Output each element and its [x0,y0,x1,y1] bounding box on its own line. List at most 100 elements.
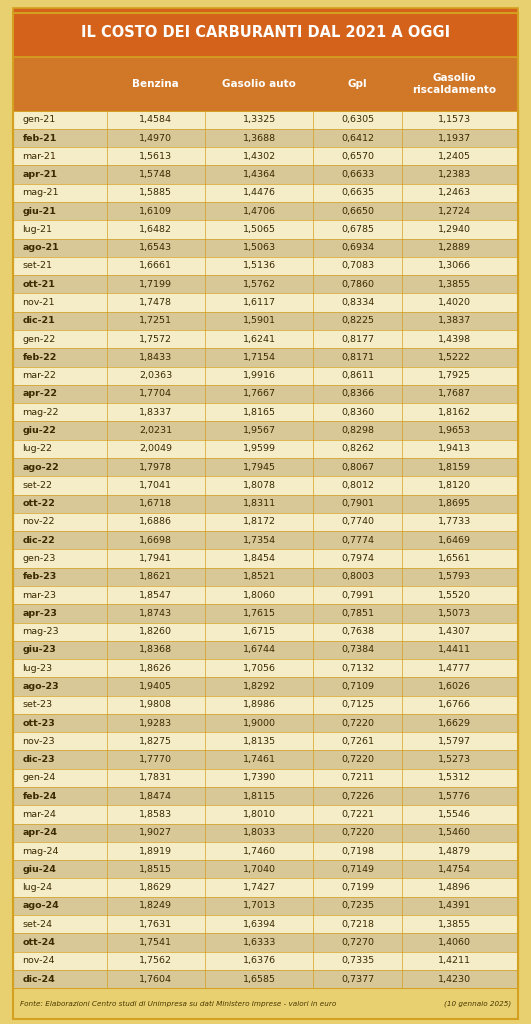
Text: dic-21: dic-21 [22,316,55,326]
Text: 1,8311: 1,8311 [243,499,276,508]
Text: 1,8162: 1,8162 [438,408,471,417]
Text: apr-23: apr-23 [22,609,57,617]
Text: 1,5520: 1,5520 [438,591,471,600]
Text: 1,9599: 1,9599 [243,444,276,454]
Bar [13,330,518,348]
Text: apr-21: apr-21 [22,170,57,179]
Text: 0,7377: 0,7377 [341,975,374,983]
Text: 0,8067: 0,8067 [341,463,374,472]
Text: 0,8334: 0,8334 [341,298,374,307]
Bar [13,823,518,842]
Text: 2,0049: 2,0049 [139,444,172,454]
Text: 1,4391: 1,4391 [438,901,471,910]
Text: 0,6633: 0,6633 [341,170,374,179]
Text: 1,3066: 1,3066 [438,261,471,270]
Text: 0,7149: 0,7149 [341,865,374,873]
Bar [13,202,518,220]
Text: 1,2383: 1,2383 [438,170,472,179]
Text: 0,7199: 0,7199 [341,883,374,892]
Text: 0,8366: 0,8366 [341,389,374,398]
Text: 0,7109: 0,7109 [341,682,374,691]
Text: 0,7221: 0,7221 [341,810,374,819]
Bar [13,659,518,677]
Bar [13,897,518,915]
Text: giu-24: giu-24 [22,865,56,873]
Text: 0,7132: 0,7132 [341,664,374,673]
Bar [13,275,518,294]
Text: 1,9283: 1,9283 [139,719,173,728]
Text: 1,7704: 1,7704 [139,389,172,398]
Text: ott-24: ott-24 [22,938,55,947]
Text: ago-21: ago-21 [22,244,59,252]
Text: 0,8003: 0,8003 [341,572,374,582]
Text: 1,5273: 1,5273 [438,755,471,764]
Text: apr-24: apr-24 [22,828,57,838]
Bar [13,879,518,897]
Text: 1,4060: 1,4060 [438,938,471,947]
Text: 0,6570: 0,6570 [341,152,374,161]
Text: 0,8611: 0,8611 [341,371,374,380]
Text: 1,8474: 1,8474 [139,792,172,801]
Text: 1,8292: 1,8292 [243,682,276,691]
Text: lug-22: lug-22 [22,444,53,454]
Text: 0,8177: 0,8177 [341,335,374,344]
Text: 1,6117: 1,6117 [243,298,276,307]
Text: 1,7562: 1,7562 [139,956,172,966]
Bar [13,166,518,183]
Text: 1,5312: 1,5312 [438,773,471,782]
Bar [13,311,518,330]
Bar [13,495,518,513]
Text: gen-23: gen-23 [22,554,56,563]
Text: 1,6241: 1,6241 [243,335,276,344]
Text: 0,6785: 0,6785 [341,225,374,233]
Text: 1,6698: 1,6698 [139,536,172,545]
Text: 1,2940: 1,2940 [438,225,471,233]
Text: 1,8626: 1,8626 [139,664,172,673]
Bar [13,111,518,129]
Text: 0,8360: 0,8360 [341,408,374,417]
Bar [13,677,518,695]
Text: 1,6394: 1,6394 [243,920,276,929]
Text: 1,5222: 1,5222 [438,353,471,361]
Text: 1,8249: 1,8249 [139,901,172,910]
Bar [13,239,518,257]
Text: 0,6635: 0,6635 [341,188,374,198]
Text: 1,6715: 1,6715 [243,627,276,636]
Text: 1,9808: 1,9808 [139,700,172,710]
Text: 1,4302: 1,4302 [243,152,276,161]
Bar [13,439,518,458]
Text: 0,8262: 0,8262 [341,444,374,454]
Text: 1,7354: 1,7354 [243,536,276,545]
Text: ott-22: ott-22 [22,499,55,508]
Text: 1,5748: 1,5748 [139,170,172,179]
Bar [13,805,518,823]
Text: 1,8621: 1,8621 [139,572,172,582]
Text: 1,4777: 1,4777 [438,664,471,673]
Bar [13,860,518,879]
Text: 1,8010: 1,8010 [243,810,276,819]
Text: 1,7978: 1,7978 [139,463,172,472]
Text: 1,7631: 1,7631 [139,920,173,929]
Text: 1,8165: 1,8165 [243,408,276,417]
Text: 1,6661: 1,6661 [139,261,172,270]
Text: lug-23: lug-23 [22,664,53,673]
Text: 1,8033: 1,8033 [243,828,276,838]
Text: set-23: set-23 [22,700,53,710]
Bar [13,915,518,933]
Text: nov-24: nov-24 [22,956,55,966]
Text: 2,0363: 2,0363 [139,371,173,380]
Text: 0,7220: 0,7220 [341,828,374,838]
Text: 1,3855: 1,3855 [438,920,471,929]
Text: 0,7860: 0,7860 [341,280,374,289]
Text: 1,7040: 1,7040 [243,865,276,873]
Text: 1,8135: 1,8135 [243,737,276,745]
Text: 1,6482: 1,6482 [139,225,172,233]
Text: 1,4411: 1,4411 [438,645,471,654]
Text: 0,7220: 0,7220 [341,755,374,764]
Text: 1,8115: 1,8115 [243,792,276,801]
Text: 1,5793: 1,5793 [438,572,471,582]
Text: 1,7687: 1,7687 [438,389,471,398]
Text: 0,6412: 0,6412 [341,133,374,142]
Text: 1,5073: 1,5073 [438,609,471,617]
Text: 1,7460: 1,7460 [243,847,276,855]
